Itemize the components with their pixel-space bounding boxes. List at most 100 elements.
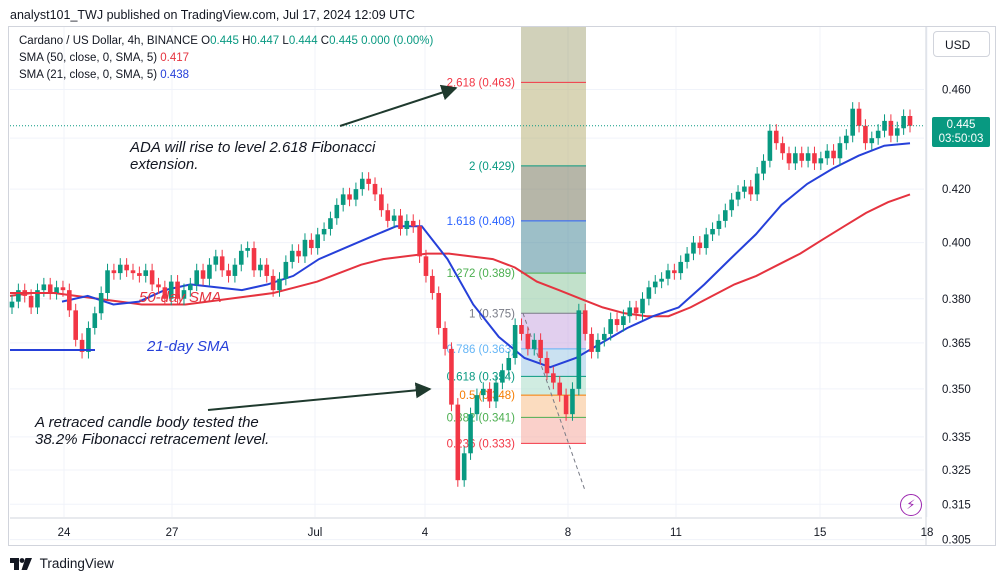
candle-body — [646, 287, 652, 299]
candle-body — [627, 307, 633, 317]
candle-body — [742, 186, 747, 192]
candle-body — [149, 270, 155, 285]
candle-body — [372, 183, 378, 195]
legend-o-key: O — [201, 35, 211, 47]
candle-body — [633, 307, 639, 314]
candle-body — [283, 261, 289, 279]
time-axis: 24 27 Jul 4 8 11 15 18 — [10, 517, 934, 539]
fib-zone — [521, 82, 586, 166]
candle-body — [614, 319, 620, 326]
legend-low: 0.444 — [288, 35, 318, 47]
candles — [9, 102, 913, 487]
x-tick-label: 4 — [422, 527, 429, 539]
candle-body — [449, 348, 454, 405]
candle-body — [837, 143, 843, 159]
candle-body — [844, 135, 849, 144]
lightning-icon[interactable]: ⚡︎ — [900, 494, 922, 516]
rise-annotation: ADA will rise to level 2.618 Fibonacci e… — [130, 139, 375, 173]
candle-body — [863, 125, 868, 144]
candle-body — [710, 228, 715, 235]
candle-body — [659, 278, 664, 282]
candle-body — [98, 293, 104, 314]
candle-body — [869, 138, 875, 144]
candle-body — [563, 395, 569, 415]
candle-body — [328, 218, 333, 229]
candle-body — [73, 310, 78, 340]
candle-body — [137, 273, 142, 276]
candle-body — [156, 284, 161, 288]
x-tick-label: 11 — [670, 527, 682, 539]
legend-sma21-row[interactable]: SMA (21, close, 0, SMA, 5) 0.438 — [19, 69, 189, 81]
candle-body — [474, 395, 480, 415]
candle-body — [92, 313, 98, 328]
candle-body — [767, 130, 773, 161]
candle-body — [506, 357, 512, 371]
candle-body — [410, 220, 416, 227]
candle-body — [875, 130, 881, 139]
candle-body — [538, 339, 543, 358]
candle-body — [67, 290, 72, 311]
last-price-tag: 0.445 03:50:03 — [932, 117, 990, 147]
y-tick-label: 0.460 — [942, 84, 971, 96]
candle-body — [181, 290, 187, 299]
legend-c-key: C — [320, 35, 330, 47]
candle-body — [793, 153, 798, 164]
legend-high: 0.447 — [250, 35, 280, 47]
legend-sma50-label: SMA (50, close, 0, SMA, 5) — [19, 52, 158, 64]
currency-button[interactable]: USD — [933, 31, 990, 57]
candle-body — [697, 242, 703, 249]
rise-annotation-line1: ADA will rise to level 2.618 Fibonacci — [130, 139, 376, 156]
candle-body — [213, 256, 219, 265]
legend-h-key: H — [242, 35, 251, 47]
candle-body — [703, 234, 709, 249]
candle-body — [621, 316, 626, 326]
candle-body — [9, 301, 15, 308]
candle-body — [391, 215, 397, 221]
tradingview-logo-icon — [10, 557, 32, 570]
candle-body — [691, 242, 696, 254]
candle-body — [665, 270, 671, 279]
sma-50-line — [9, 193, 911, 318]
x-tick-label: 18 — [921, 527, 934, 539]
fib-level-label: 0.786 (0.363) — [447, 344, 516, 356]
y-tick-label: 0.305 — [942, 535, 971, 547]
candle-body — [245, 248, 250, 251]
footer[interactable]: TradingView — [10, 555, 114, 575]
rise-arrow — [339, 84, 458, 127]
candle-body — [557, 382, 563, 396]
candle-body — [194, 270, 199, 285]
candle-body — [576, 310, 582, 389]
candle-body — [200, 270, 206, 279]
candle-body — [595, 339, 601, 352]
legend-symbol: Cardano / US Dollar, 4h, BINANCE — [19, 35, 198, 47]
retrace-arrow — [207, 382, 432, 411]
candle-body — [258, 264, 263, 271]
fib-level-label: 0.618 (0.354) — [447, 371, 516, 383]
candle-body — [35, 290, 40, 308]
candle-body — [168, 281, 174, 299]
candle-body — [799, 153, 805, 161]
candle-body — [640, 298, 645, 314]
x-tick-label: 27 — [166, 527, 179, 539]
candle-body — [41, 284, 47, 291]
fib-level-label: 1.618 (0.408) — [447, 216, 516, 228]
candle-body — [404, 220, 410, 229]
candle-body — [818, 158, 824, 164]
legend-open: 0.445 — [210, 35, 239, 47]
publisher-text: analyst101_TWJ published on TradingView.… — [10, 8, 415, 22]
candle-body — [519, 325, 524, 334]
publisher-header: analyst101_TWJ published on TradingView.… — [0, 0, 1003, 26]
candle-body — [856, 108, 862, 126]
candle-body — [601, 333, 607, 340]
candle-body — [570, 388, 575, 415]
y-tick-label: 0.350 — [942, 384, 971, 396]
fib-level-label: 0.5 (0.348) — [459, 390, 515, 402]
candle-body — [824, 150, 830, 159]
chart-frame[interactable] — [8, 26, 996, 546]
legend-sma50-row[interactable]: SMA (50, close, 0, SMA, 5) 0.417 — [19, 52, 189, 64]
candle-body — [493, 382, 499, 402]
candle-body — [232, 264, 238, 276]
fib-zone-top — [521, 27, 586, 83]
fibonacci-extension: 2.618 (0.463) 2 (0.429) 1.618 (0.408) 1.272… — [447, 27, 586, 491]
